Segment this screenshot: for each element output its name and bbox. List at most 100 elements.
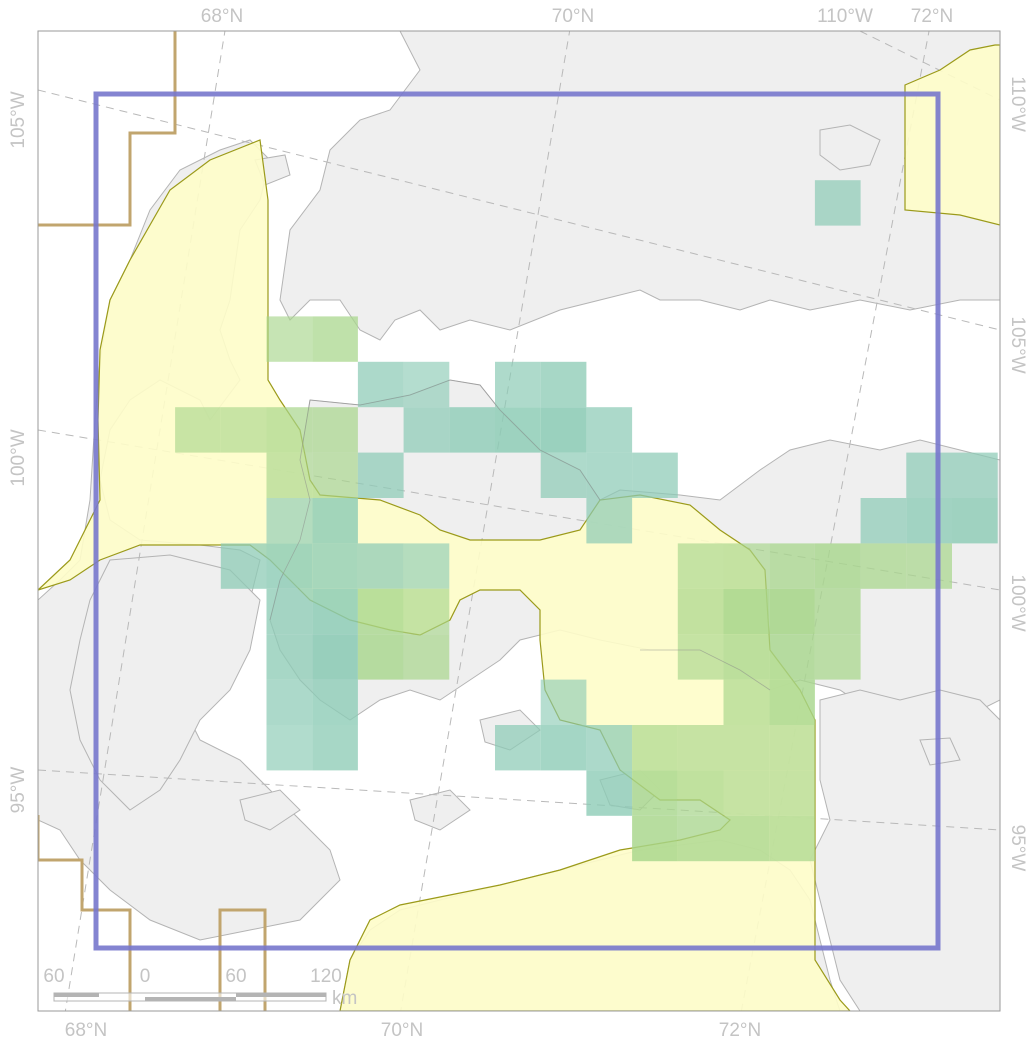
grid-cell — [906, 543, 952, 589]
grid-cell — [586, 498, 633, 544]
coast-outlines — [269, 379, 771, 691]
grid-cell — [220, 407, 267, 453]
grid-cell — [769, 634, 815, 680]
grid-cell — [860, 543, 907, 589]
grid-cell — [403, 543, 450, 589]
grid-cell — [403, 588, 450, 635]
grid-cell — [403, 634, 450, 680]
grid-cell — [540, 725, 587, 771]
grid-cell — [906, 452, 952, 498]
bottom-label-68n: 68°N — [65, 1020, 107, 1041]
grid-cell — [312, 725, 358, 771]
grid-cell — [906, 498, 952, 544]
grid-cell — [677, 634, 724, 680]
grid-cell — [723, 634, 770, 680]
top-label-110w: 110°W — [817, 6, 873, 27]
bottom-label-72n: 72°N — [719, 1020, 761, 1041]
grid-cell — [266, 634, 313, 680]
grid-cell — [540, 452, 587, 498]
grid-cell — [312, 316, 358, 362]
grid-cell — [952, 452, 998, 498]
grid-cell — [814, 588, 861, 635]
grid-cell — [312, 634, 358, 680]
grid-cell — [769, 679, 815, 725]
grid-cell — [540, 679, 587, 725]
grid-cell — [312, 588, 358, 635]
scale-tick-0: 0 — [140, 966, 151, 987]
grid-cell — [677, 815, 724, 862]
grid-cell — [266, 407, 313, 453]
grid-cell — [814, 180, 861, 226]
left-label-100w: 100°W — [8, 429, 29, 486]
grid-cell — [723, 815, 770, 862]
grid-cell — [357, 452, 404, 498]
sighting-grid — [175, 180, 998, 862]
grid-cell — [357, 634, 404, 680]
grid-cell — [769, 725, 815, 771]
scale-bar: 60 0 60 120 km — [43, 966, 357, 1009]
grid-cell — [312, 679, 358, 725]
bottom-label-70n: 70°N — [381, 1020, 423, 1041]
grid-cell — [220, 543, 267, 589]
grid-cell — [449, 407, 495, 453]
grid-cell — [540, 361, 587, 408]
grid-cell — [312, 407, 358, 453]
grid-cell — [266, 452, 313, 498]
grid-cell — [266, 498, 313, 544]
grid-cell — [357, 588, 404, 635]
grid-cell — [723, 543, 770, 589]
grid-cell — [495, 361, 541, 408]
grid-cell — [312, 498, 358, 544]
grid-cell — [266, 725, 313, 771]
grid-cell — [266, 679, 313, 725]
grid-cell — [769, 815, 815, 862]
left-label-105w: 105°W — [8, 91, 29, 148]
grid-cell — [677, 588, 724, 635]
grid-cell — [677, 770, 724, 816]
grid-cell — [266, 588, 313, 635]
right-label-110w: 110°W — [1007, 76, 1028, 132]
grid-cell — [632, 725, 678, 771]
grid-cell — [586, 452, 633, 498]
study-area-frame — [93, 91, 941, 951]
grid-cell — [266, 316, 313, 362]
grid-cell — [175, 407, 221, 453]
top-label-70n: 70°N — [552, 6, 594, 27]
grid-cell — [814, 543, 861, 589]
right-label-105w: 105°W — [1007, 316, 1028, 373]
grid-cell — [495, 725, 541, 771]
survey-boundary — [38, 31, 267, 1011]
right-label-100w: 100°W — [1007, 574, 1028, 631]
map-border — [37, 30, 1001, 1012]
grid-cell — [769, 588, 815, 635]
grid-cell — [677, 725, 724, 771]
grid-cell — [357, 361, 404, 408]
grid-cell — [723, 588, 770, 635]
grid-cell — [495, 407, 541, 453]
grid-cell — [632, 815, 678, 862]
grid-cell — [586, 770, 633, 816]
grid-cell — [860, 498, 907, 544]
top-label-72n: 72°N — [911, 6, 953, 27]
grid-cell — [357, 543, 404, 589]
scale-tick-60: 60 — [225, 966, 246, 987]
grid-cell — [723, 725, 770, 771]
grid-cell — [769, 543, 815, 589]
grid-cell — [814, 634, 861, 680]
grid-cell — [403, 361, 450, 408]
scale-tick-60-left: 60 — [43, 966, 64, 987]
grid-cell — [677, 543, 724, 589]
grid-cell — [312, 543, 358, 589]
scale-tick-120: 120 — [310, 966, 342, 987]
grid-cell — [586, 725, 633, 771]
scale-unit: km — [332, 988, 357, 1009]
grid-cell — [723, 770, 770, 816]
grid-cell — [403, 407, 450, 453]
grid-cell — [312, 452, 358, 498]
grid-cell — [723, 679, 770, 725]
grid-cell — [586, 407, 633, 453]
grid-cell — [632, 452, 678, 498]
top-label-68n: 68°N — [201, 6, 243, 27]
grid-cell — [769, 770, 815, 816]
